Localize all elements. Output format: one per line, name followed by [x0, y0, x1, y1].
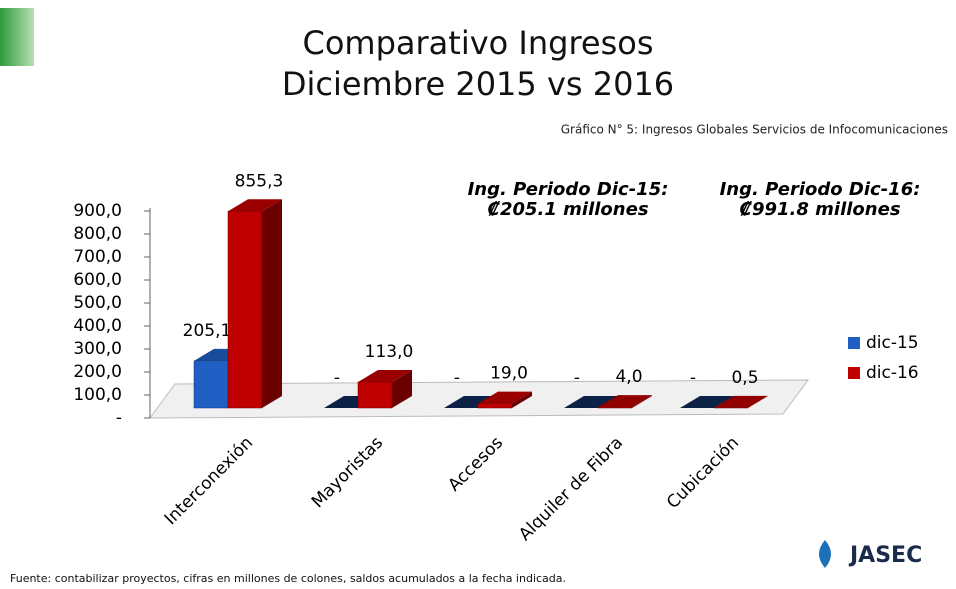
- y-tick-label: 800,0: [73, 224, 122, 244]
- y-tick-label: 200,0: [73, 362, 122, 382]
- value-label: 113,0: [365, 342, 414, 362]
- value-label: -: [334, 368, 340, 388]
- x-tick-label: Mayoristas: [308, 433, 387, 512]
- bar-top: [228, 199, 282, 212]
- annotation: Ing. Periodo Dic-15:: [468, 179, 669, 200]
- bar-top: [444, 396, 498, 408]
- bar: [227, 211, 263, 409]
- y-tick-label: 700,0: [73, 247, 122, 267]
- value-label: -: [454, 368, 460, 388]
- annotation: ₡991.8 millones: [739, 199, 900, 220]
- value-label: 19,0: [490, 364, 528, 384]
- logo-icon: [819, 540, 831, 568]
- value-label: -: [574, 368, 580, 388]
- title-line: Comparativo Ingresos: [303, 24, 654, 62]
- value-label: 205,1: [183, 321, 232, 341]
- bar-top: [358, 370, 412, 383]
- bar: [357, 381, 393, 409]
- bar: [193, 360, 229, 409]
- subtitle: Gráfico N° 5: Ingresos Globales Servicio…: [561, 123, 948, 137]
- bar-side: [262, 199, 282, 408]
- value-label: -: [690, 368, 696, 388]
- annotation: ₡205.1 millones: [487, 199, 648, 220]
- y-tick-label: 300,0: [73, 339, 122, 359]
- bar: [477, 403, 513, 409]
- legend-label: dic-15: [866, 333, 919, 353]
- bar-side: [392, 370, 412, 408]
- bar: [597, 406, 633, 409]
- bar-top: [478, 391, 532, 404]
- legend-label: dic-16: [866, 363, 919, 383]
- logo: JASEC: [848, 543, 922, 568]
- y-tick-label: -: [116, 408, 122, 428]
- y-tick-label: 900,0: [73, 201, 122, 221]
- y-tick-label: 400,0: [73, 316, 122, 336]
- bar-top: [714, 395, 768, 408]
- title-line: Diciembre 2015 vs 2016: [282, 65, 674, 103]
- legend-swatch: [848, 367, 860, 379]
- bar-side: [748, 395, 768, 408]
- bar-side: [632, 395, 652, 408]
- y-tick-label: 600,0: [73, 270, 122, 290]
- value-label: 4,0: [615, 367, 642, 387]
- bar-side: [512, 391, 532, 408]
- bar-top: [564, 396, 618, 408]
- value-label: 855,3: [235, 171, 284, 191]
- x-tick-label: Alquiler de Fibra: [515, 433, 627, 545]
- x-tick-label: Interconexión: [161, 433, 257, 529]
- x-tick-label: Cubicación: [663, 433, 743, 513]
- footer: Fuente: contabilizar proyectos, cifras e…: [10, 572, 566, 585]
- y-tick-label: 100,0: [73, 385, 122, 405]
- value-label: 0,5: [731, 368, 758, 388]
- accent-bar: [0, 8, 34, 66]
- y-tick-label: 500,0: [73, 293, 122, 313]
- bar-top: [680, 396, 734, 408]
- legend-swatch: [848, 337, 860, 349]
- bar-top: [598, 395, 652, 408]
- annotation: Ing. Periodo Dic-16:: [720, 179, 921, 200]
- x-tick-label: Accesos: [444, 433, 507, 496]
